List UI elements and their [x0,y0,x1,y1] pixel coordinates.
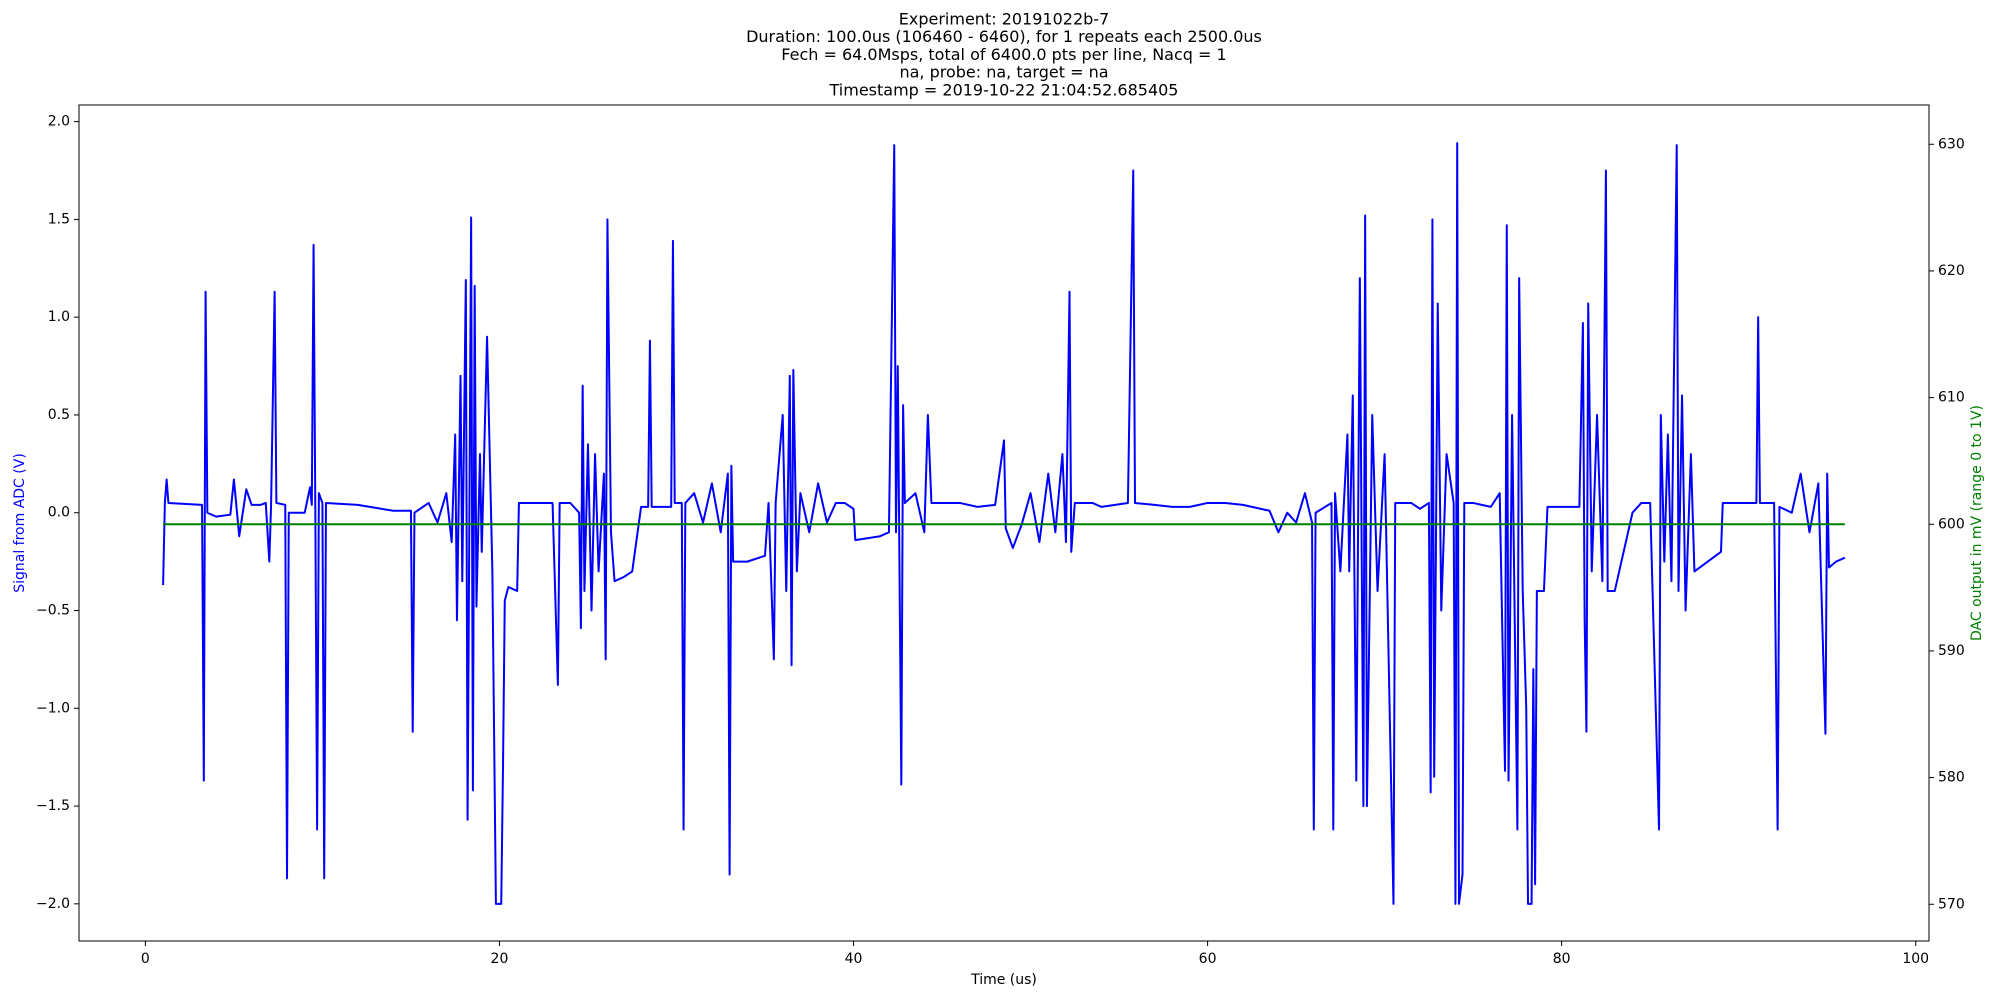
data-line [162,142,1846,905]
chart-title: Duration: 100.0us (106460 - 6460), for 1… [746,27,1262,46]
y-tick-label: 2.0 [48,114,70,130]
y2-tick-label: 570 [1938,896,1965,912]
y-tick-label: −0.5 [36,603,70,619]
y2-tick-label: 600 [1938,516,1965,532]
y-tick-label: 1.0 [48,309,70,325]
y2-tick-label: 580 [1938,770,1965,786]
y2-tick-label: 620 [1938,263,1965,279]
x-tick-label: 100 [1902,951,1929,967]
x-tick-label: 40 [845,951,863,967]
y-tick-label: 1.5 [48,211,70,227]
x-tick-label: 0 [141,951,150,967]
x-tick-label: 20 [491,951,509,967]
chart-title: Experiment: 20191022b-7 [899,10,1109,29]
y-tick-label: 0.0 [48,505,70,521]
chart-title: Fech = 64.0Msps, total of 6400.0 pts per… [781,45,1226,64]
y2-tick-label: 630 [1938,136,1965,152]
chart-title: Timestamp = 2019-10-22 21:04:52.685405 [829,80,1179,99]
y-tick-label: 0.5 [48,407,70,423]
chart-title: na, probe: na, target = na [899,63,1108,82]
x-axis-label: Time (us) [970,972,1037,988]
y2-tick-label: 590 [1938,643,1965,659]
x-tick-label: 80 [1553,951,1571,967]
y2-tick-label: 610 [1938,390,1965,406]
y-axis-label: Signal from ADC (V) [12,453,28,593]
y2-axis-label: DAC output in mV (range 0 to 1V) [1969,405,1985,641]
y-tick-label: −2.0 [36,896,70,912]
x-tick-label: 60 [1199,951,1217,967]
plot-frame [78,104,1930,942]
y-tick-label: −1.0 [36,700,70,716]
y-tick-label: −1.5 [36,798,70,814]
